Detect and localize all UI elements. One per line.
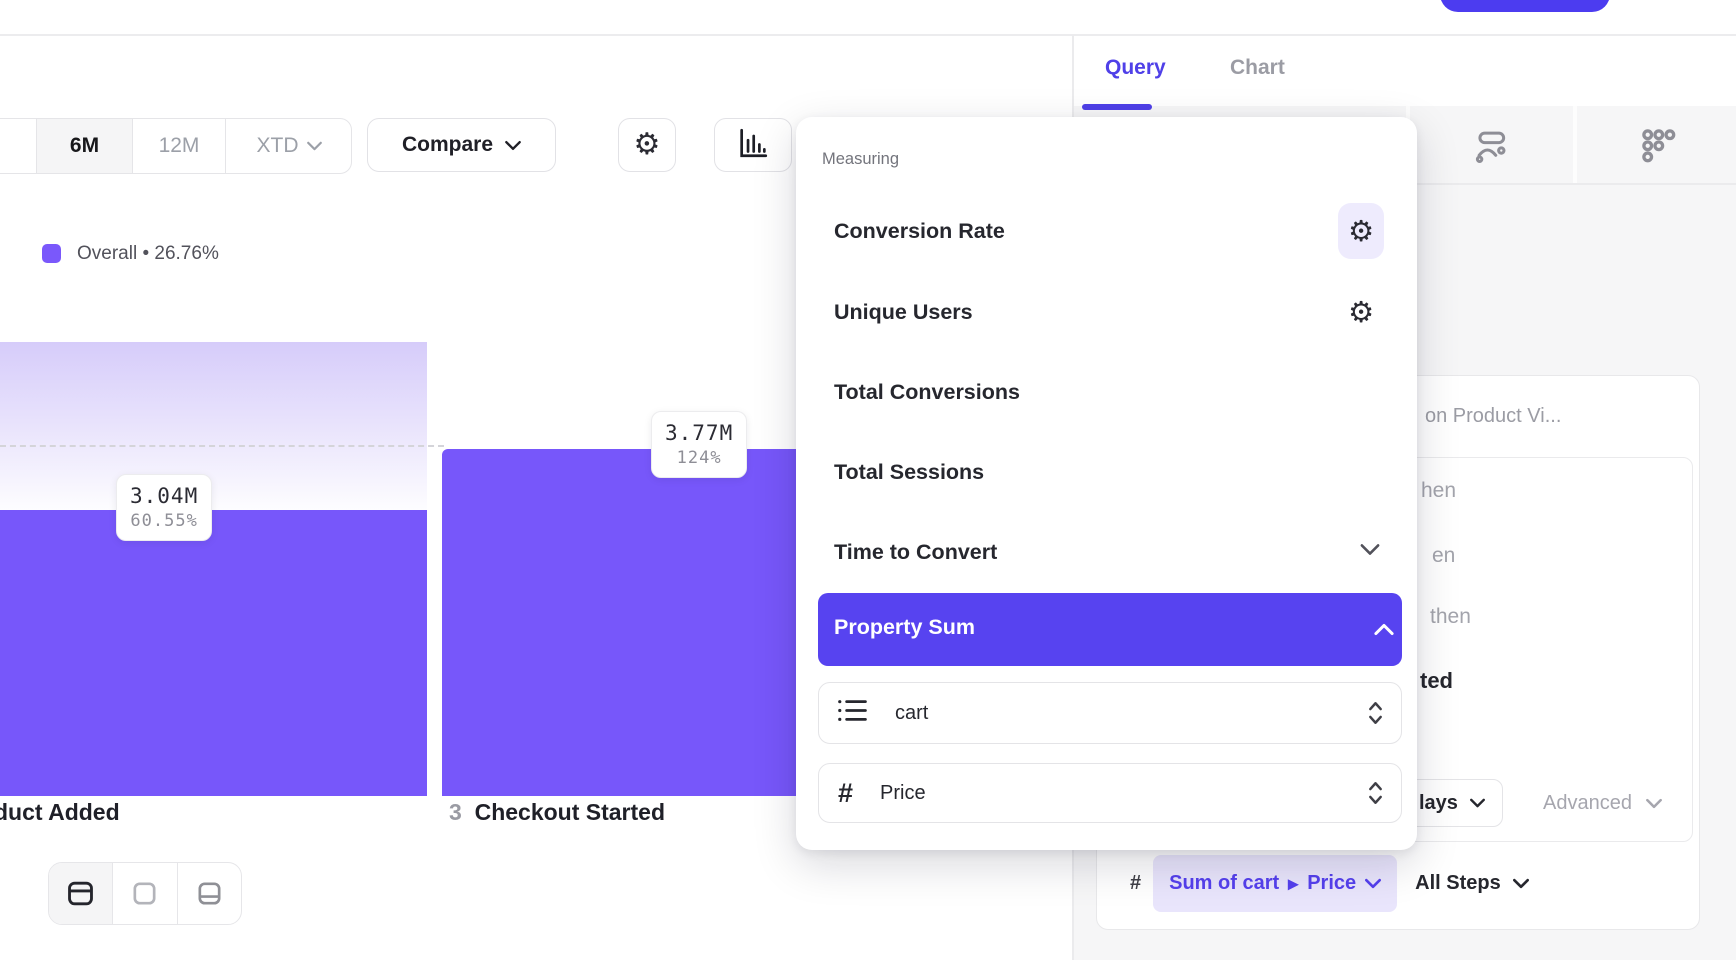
time-range-6m[interactable]: 6M bbox=[37, 119, 133, 173]
gear-icon: ⚙ bbox=[1348, 294, 1374, 329]
time-range-label: XTD bbox=[256, 134, 299, 157]
gear-icon: ⚙ bbox=[1348, 213, 1374, 248]
chevron-down-icon[interactable] bbox=[1360, 543, 1380, 556]
compare-label: Compare bbox=[401, 133, 494, 156]
unique-users-settings-button[interactable]: ⚙ bbox=[1338, 284, 1384, 340]
step-percent: 60.55% bbox=[130, 511, 198, 532]
advanced-dropdown[interactable]: Advanced bbox=[1543, 792, 1662, 815]
menu-item-label: Property Sum bbox=[834, 615, 975, 639]
property-event-select[interactable]: cart bbox=[818, 682, 1402, 744]
layout-full-button[interactable] bbox=[113, 863, 178, 924]
chevron-up-icon bbox=[1374, 623, 1394, 636]
measure-chip-label: Sum of cart bbox=[1169, 872, 1280, 894]
property-name-select[interactable]: # Price bbox=[818, 763, 1402, 823]
layout-split-bottom-icon bbox=[198, 882, 221, 905]
tab-label: Chart bbox=[1230, 56, 1285, 79]
toolbar-cell-divider bbox=[1573, 106, 1577, 184]
chevron-down-icon bbox=[1470, 798, 1485, 808]
flow-steps-icon bbox=[1475, 131, 1506, 163]
number-type-icon: # bbox=[1130, 872, 1142, 894]
select-updown-icon bbox=[1367, 780, 1384, 806]
primary-action-button[interactable] bbox=[1440, 0, 1610, 12]
step-percent: 124% bbox=[676, 448, 722, 469]
menu-item-property-sum-selected[interactable]: Property Sum bbox=[818, 593, 1402, 666]
menu-item-conversion-rate[interactable]: Conversion Rate bbox=[834, 219, 1005, 244]
step-fragment: en bbox=[1432, 544, 1456, 567]
layout-toggle-group bbox=[48, 862, 242, 925]
legend-swatch bbox=[42, 244, 61, 263]
time-range-12m[interactable]: 12M bbox=[133, 119, 226, 173]
chart-settings-button[interactable]: ⚙ bbox=[618, 118, 676, 172]
value-tooltip-checkout-started: 3.77M 124% bbox=[651, 411, 748, 479]
time-range-label: 6M bbox=[69, 134, 100, 157]
time-range-segmented-control: M 6M 12M XTD bbox=[0, 118, 352, 174]
step-name: Checkout Started bbox=[474, 799, 666, 825]
layout-split-top-icon bbox=[68, 881, 94, 906]
funnel-bar-product-added[interactable] bbox=[0, 510, 427, 796]
layout-split-top-button[interactable] bbox=[49, 863, 114, 924]
menu-item-label: Total Sessions bbox=[834, 460, 985, 484]
all-steps-label: All Steps bbox=[1415, 872, 1501, 894]
menu-item-unique-users[interactable]: Unique Users bbox=[834, 300, 973, 325]
measure-chip[interactable]: Sum of cart ▸ Price bbox=[1153, 855, 1398, 912]
time-range-xtd[interactable]: XTD bbox=[226, 119, 351, 173]
step-name: duct Added bbox=[0, 799, 120, 825]
value-tooltip-product-added: 3.04M 60.55% bbox=[116, 474, 213, 542]
chevron-down-icon bbox=[306, 141, 322, 151]
chevron-down-icon bbox=[1646, 798, 1662, 809]
funnel-bar-product-added-loss[interactable] bbox=[0, 342, 427, 510]
section-header-fragment: on Product Vi... bbox=[1425, 405, 1562, 427]
all-steps-dropdown[interactable]: All Steps bbox=[1415, 872, 1529, 895]
time-range-label: 12M bbox=[158, 134, 200, 157]
menu-item-total-conversions[interactable]: Total Conversions bbox=[834, 380, 1020, 405]
chevron-down-icon bbox=[505, 140, 521, 151]
property-name-value: Price bbox=[880, 781, 926, 804]
step-label-checkout-started: 3 Checkout Started bbox=[449, 799, 665, 826]
number-type-icon: # bbox=[838, 777, 854, 808]
active-tab-underline bbox=[1082, 104, 1152, 110]
layout-split-bottom-button[interactable] bbox=[178, 863, 241, 924]
menu-item-label: Conversion Rate bbox=[834, 219, 1005, 243]
step-fragment: ted bbox=[1420, 668, 1453, 693]
compare-button[interactable]: Compare bbox=[367, 118, 556, 172]
time-range-3m[interactable]: M bbox=[0, 119, 37, 173]
dots-grid-icon bbox=[1642, 129, 1676, 163]
histogram-icon bbox=[736, 126, 770, 165]
breadcrumb-arrow-icon: ▸ bbox=[1288, 873, 1299, 895]
measure-chip-property: Price bbox=[1307, 872, 1357, 894]
layout-full-icon bbox=[133, 882, 156, 905]
step-fragment: then bbox=[1430, 605, 1471, 628]
step-fragment: hen bbox=[1421, 479, 1457, 502]
step-value: 3.04M bbox=[130, 484, 199, 508]
measure-row: # Sum of cart ▸ Price All Steps bbox=[1130, 855, 1529, 912]
reference-dashed-line bbox=[0, 445, 444, 447]
menu-item-label: Total Conversions bbox=[834, 380, 1020, 404]
tab-label: Query bbox=[1105, 56, 1166, 79]
menu-item-total-sessions[interactable]: Total Sessions bbox=[834, 460, 984, 485]
advanced-label: Advanced bbox=[1543, 792, 1632, 814]
step-label-product-added: duct Added bbox=[0, 799, 120, 826]
flow-steps-button[interactable] bbox=[1469, 125, 1513, 165]
chart-type-button[interactable] bbox=[714, 118, 792, 172]
gear-icon: ⚙ bbox=[633, 127, 661, 162]
list-icon bbox=[836, 696, 869, 730]
measuring-title: Measuring bbox=[822, 150, 900, 168]
menu-item-label: Time to Convert bbox=[834, 540, 998, 564]
dots-grid-button[interactable] bbox=[1636, 125, 1680, 165]
legend-label: Overall • 26.76% bbox=[77, 243, 219, 264]
select-updown-icon bbox=[1367, 700, 1384, 726]
menu-item-label: Unique Users bbox=[834, 300, 973, 324]
tab-query[interactable]: Query bbox=[1105, 56, 1166, 80]
step-index: 3 bbox=[449, 799, 462, 825]
tab-chart[interactable]: Chart bbox=[1230, 56, 1285, 80]
conversion-rate-settings-button[interactable]: ⚙ bbox=[1338, 203, 1384, 259]
header-divider bbox=[0, 34, 1736, 36]
step-value: 3.77M bbox=[665, 421, 734, 445]
delays-label-fragment: lays bbox=[1419, 791, 1458, 814]
menu-item-time-to-convert[interactable]: Time to Convert bbox=[834, 540, 997, 565]
chevron-down-icon bbox=[1512, 878, 1529, 889]
chevron-down-icon bbox=[1365, 878, 1382, 889]
property-event-value: cart bbox=[895, 701, 929, 724]
